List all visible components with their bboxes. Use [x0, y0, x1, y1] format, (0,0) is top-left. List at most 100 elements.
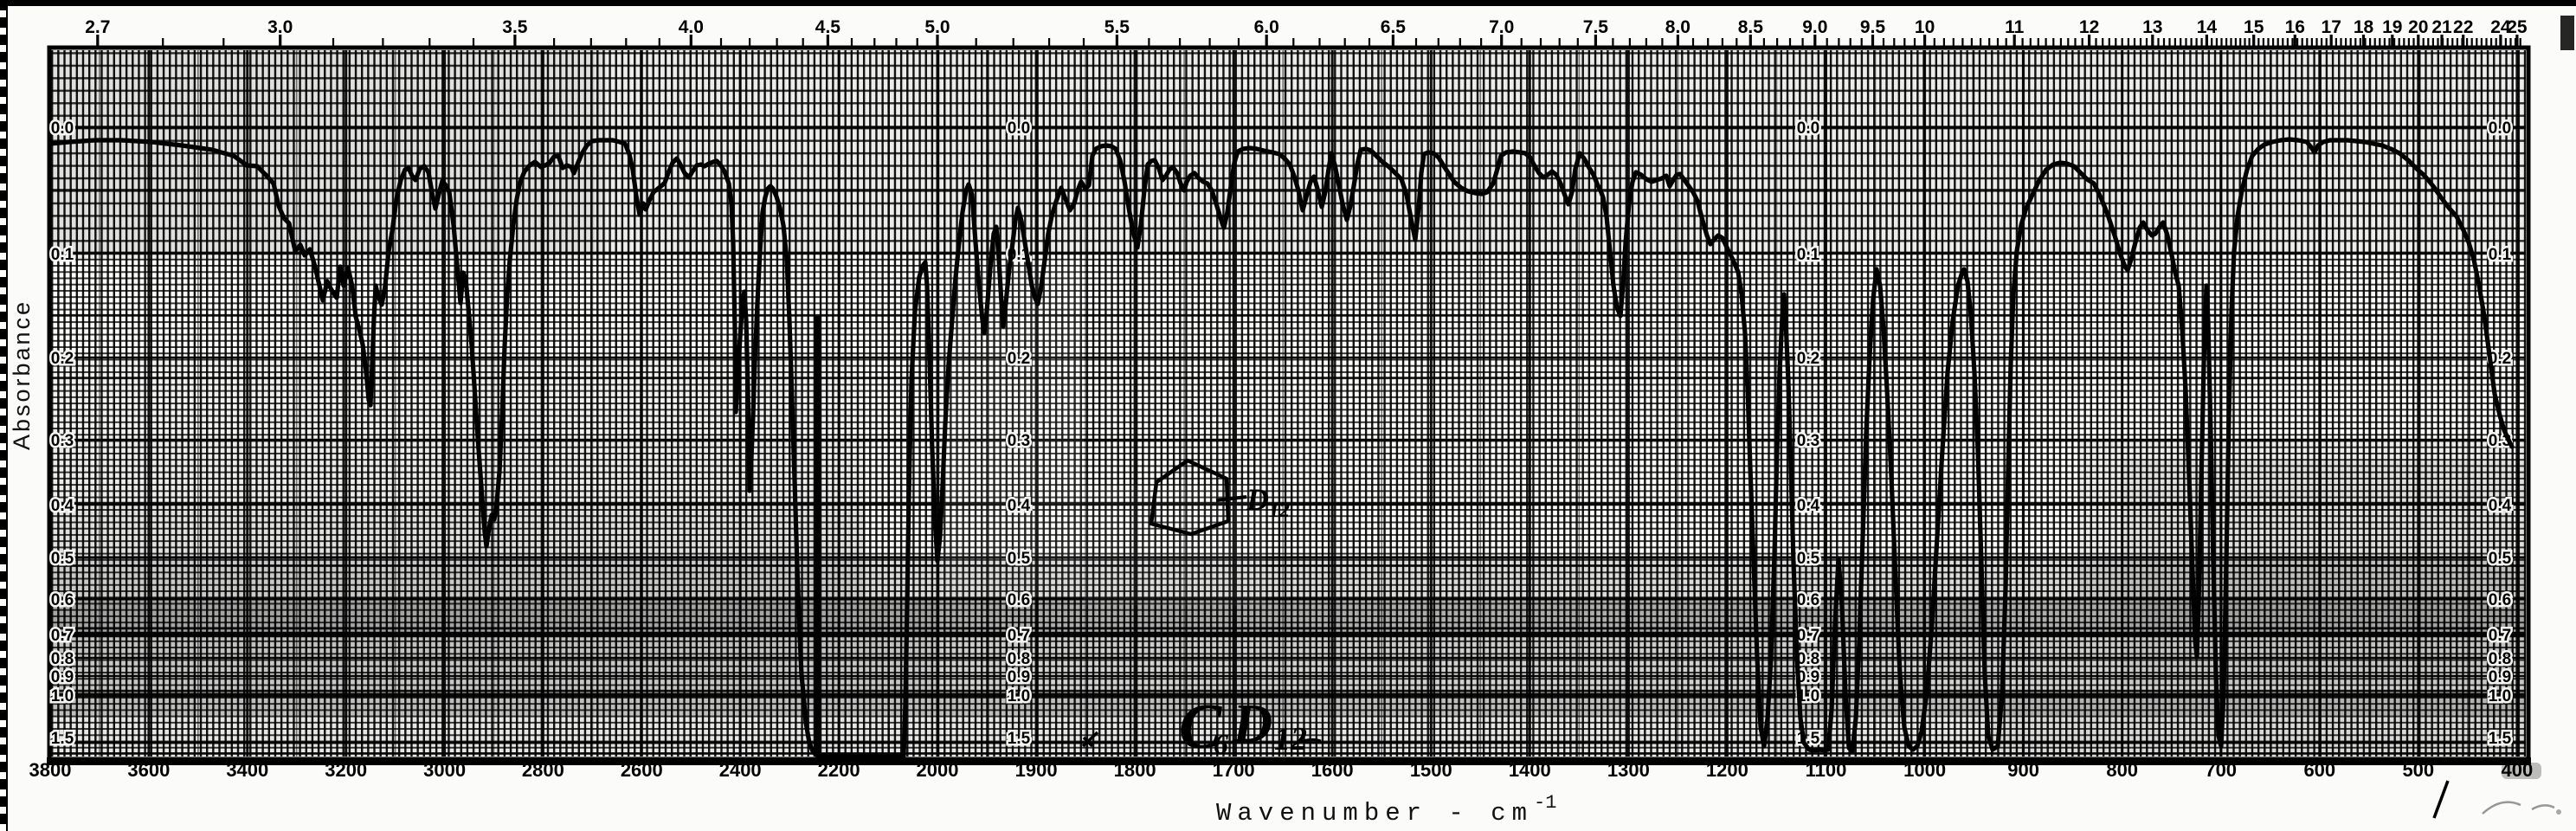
- svg-text:0.9: 0.9: [1008, 668, 1030, 686]
- svg-text:12: 12: [1269, 499, 1290, 522]
- svg-text:0.9: 0.9: [51, 668, 74, 686]
- svg-text:6.0: 6.0: [1254, 17, 1279, 37]
- svg-text:3600: 3600: [127, 759, 170, 781]
- svg-text:Wavenumber - cm: Wavenumber - cm: [1216, 799, 1533, 828]
- svg-text:7.5: 7.5: [1583, 17, 1609, 37]
- svg-text:0.8: 0.8: [51, 650, 74, 668]
- svg-text:0.6: 0.6: [51, 591, 74, 609]
- svg-text:0.5: 0.5: [1008, 550, 1031, 568]
- svg-text:0.8: 0.8: [1008, 650, 1030, 668]
- svg-text:0.0: 0.0: [1008, 119, 1030, 138]
- svg-text:2600: 2600: [621, 759, 663, 781]
- svg-text:0.8: 0.8: [2489, 650, 2511, 668]
- svg-text:16: 16: [2285, 17, 2305, 37]
- svg-text:24: 24: [2490, 17, 2511, 37]
- svg-text:15: 15: [2244, 17, 2264, 37]
- svg-text:D: D: [1246, 482, 1269, 517]
- svg-text:0.6: 0.6: [2489, 591, 2511, 609]
- svg-text:9.0: 9.0: [1802, 17, 1827, 37]
- svg-text:1500: 1500: [1410, 759, 1452, 781]
- svg-text:3800: 3800: [29, 759, 72, 781]
- svg-text:0.3: 0.3: [51, 432, 74, 450]
- svg-text:5.5: 5.5: [1104, 17, 1130, 37]
- svg-text:1800: 1800: [1114, 759, 1156, 781]
- svg-text:0.7: 0.7: [51, 627, 74, 645]
- svg-text:1600: 1600: [1311, 759, 1354, 781]
- svg-text:0.1: 0.1: [51, 246, 74, 264]
- svg-text:3.0: 3.0: [267, 17, 293, 37]
- svg-text:0.0: 0.0: [1797, 119, 1819, 138]
- svg-text:0.7: 0.7: [2489, 627, 2511, 645]
- svg-text:0.1: 0.1: [1797, 246, 1820, 264]
- svg-text:19: 19: [2382, 17, 2402, 37]
- svg-text:9.5: 9.5: [1860, 17, 1886, 37]
- svg-text:5.0: 5.0: [924, 17, 950, 37]
- svg-text:0.4: 0.4: [1797, 497, 1820, 515]
- svg-text:6.5: 6.5: [1381, 17, 1407, 37]
- svg-text:0.6: 0.6: [1797, 591, 1819, 609]
- svg-text:0.4: 0.4: [1008, 497, 1031, 515]
- svg-text:1200: 1200: [1706, 759, 1748, 781]
- svg-text:1400: 1400: [1509, 759, 1551, 781]
- svg-text:20: 20: [2408, 17, 2428, 37]
- svg-text:0.4: 0.4: [2489, 497, 2512, 515]
- svg-text:500: 500: [2402, 759, 2434, 781]
- svg-text:2.7: 2.7: [85, 17, 110, 37]
- svg-text:8.0: 8.0: [1665, 17, 1690, 37]
- svg-text:2400: 2400: [719, 759, 762, 781]
- svg-text:1300: 1300: [1607, 759, 1650, 781]
- svg-text:0.5: 0.5: [51, 550, 74, 568]
- svg-text:7.0: 7.0: [1489, 17, 1514, 37]
- svg-text:4.0: 4.0: [679, 17, 704, 37]
- svg-text:0.3: 0.3: [1008, 432, 1030, 450]
- svg-text:D: D: [1232, 692, 1272, 754]
- svg-text:1.5: 1.5: [51, 730, 74, 748]
- svg-text:0.2: 0.2: [1008, 350, 1030, 368]
- svg-text:0.4: 0.4: [51, 497, 74, 515]
- svg-text:0.2: 0.2: [1797, 350, 1819, 368]
- svg-text:13: 13: [2142, 17, 2162, 37]
- svg-text:10: 10: [1915, 17, 1935, 37]
- svg-text:0.1: 0.1: [2489, 246, 2512, 264]
- svg-text:8.5: 8.5: [1738, 17, 1764, 37]
- svg-text:1900: 1900: [1015, 759, 1058, 781]
- svg-text:22: 22: [2453, 17, 2473, 37]
- svg-text:2200: 2200: [818, 759, 860, 781]
- svg-text:600: 600: [2303, 759, 2335, 781]
- svg-text:2800: 2800: [522, 759, 564, 781]
- svg-text:1.0: 1.0: [2489, 687, 2511, 705]
- svg-text:0.7: 0.7: [1797, 627, 1819, 645]
- svg-text:C: C: [1179, 692, 1223, 763]
- svg-text:0.0: 0.0: [51, 119, 74, 138]
- svg-text:0.6: 0.6: [1008, 591, 1030, 609]
- svg-text:0.2: 0.2: [51, 350, 74, 368]
- svg-text:1.0: 1.0: [51, 687, 74, 705]
- svg-text:2000: 2000: [917, 759, 959, 781]
- svg-text:3.5: 3.5: [502, 17, 528, 37]
- svg-text:21: 21: [2431, 17, 2452, 37]
- svg-text:700: 700: [2205, 759, 2237, 781]
- svg-text:0.8: 0.8: [1797, 650, 1819, 668]
- svg-text:0.7: 0.7: [1008, 627, 1030, 645]
- svg-text:0.9: 0.9: [2489, 668, 2511, 686]
- svg-text:400: 400: [2502, 759, 2534, 781]
- svg-text:3000: 3000: [423, 759, 466, 781]
- svg-text:12: 12: [2079, 17, 2099, 37]
- svg-text:0.0: 0.0: [2489, 119, 2511, 138]
- svg-text:Absorbance: Absorbance: [9, 300, 35, 450]
- svg-text:3200: 3200: [325, 759, 367, 781]
- svg-text:800: 800: [2106, 759, 2138, 781]
- svg-text:-1: -1: [1534, 792, 1556, 814]
- svg-text:25: 25: [2507, 17, 2528, 37]
- svg-text:11: 11: [2005, 17, 2025, 37]
- svg-text:1100: 1100: [1806, 759, 1847, 781]
- svg-text:1.0: 1.0: [1008, 687, 1030, 705]
- svg-text:900: 900: [2007, 759, 2039, 781]
- svg-text:1.5: 1.5: [2489, 730, 2512, 748]
- svg-text:3400: 3400: [226, 759, 268, 781]
- svg-text:12: 12: [1274, 721, 1307, 757]
- svg-text:1700: 1700: [1213, 759, 1255, 781]
- svg-text:0.5: 0.5: [1797, 550, 1820, 568]
- svg-text:6: 6: [1214, 729, 1228, 761]
- svg-text:0.5: 0.5: [2489, 550, 2512, 568]
